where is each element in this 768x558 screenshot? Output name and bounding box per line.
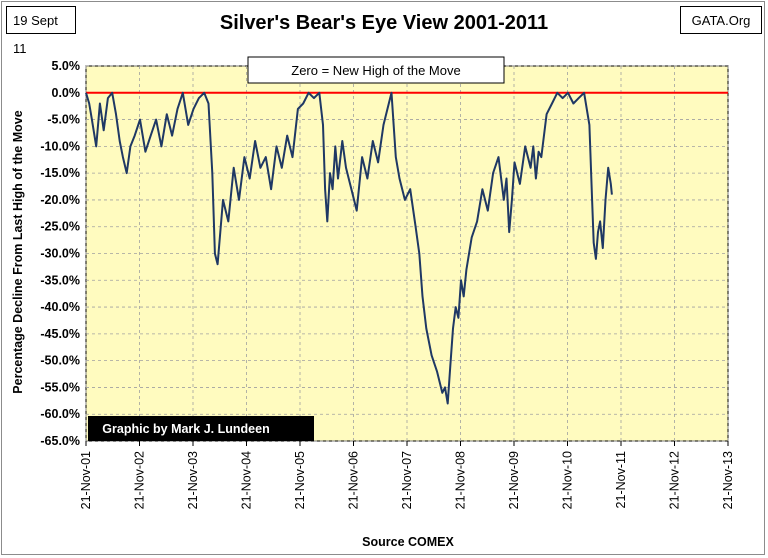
x-tick-label: 21-Nov-01 (79, 451, 93, 509)
zero-annotation: Zero = New High of the Move (247, 56, 505, 84)
chart-title: Silver's Bear's Eye View 2001-2011 (219, 12, 549, 34)
y-tick-label: -65.0% (40, 434, 80, 448)
y-tick-label: -50.0% (40, 354, 80, 368)
y-tick-label: -55.0% (40, 380, 80, 394)
y-tick-label: -35.0% (40, 273, 80, 287)
x-tick-label: 21-Nov-02 (133, 451, 147, 509)
y-tick-label: -30.0% (40, 247, 80, 261)
y-tick-label: -60.0% (40, 407, 80, 421)
x-tick-label: 21-Nov-13 (721, 451, 735, 509)
zero-annotation-text: Zero = New High of the Move (291, 63, 460, 78)
y-tick-label: -25.0% (40, 220, 80, 234)
y-tick-label: 5.0% (52, 59, 81, 73)
y-tick-label: -20.0% (40, 193, 80, 207)
x-tick-label: 21-Nov-09 (507, 451, 521, 509)
y-axis: 5.0% 0.0% -5.0% -10.0% -15.0% -20.0% -25.0% -30… (40, 59, 80, 448)
x-tick-label: 21-Nov-12 (668, 451, 682, 509)
date-box: 19 Sept 11 (6, 6, 76, 56)
y-tick-label: -40.0% (40, 300, 80, 314)
y-tick-label: -15.0% (40, 166, 80, 180)
series-line-silver-decline (85, 91, 613, 405)
y-tick-label: -5.0% (47, 113, 80, 127)
x-tick-label: 21-Nov-06 (347, 451, 361, 509)
x-tick-label: 21-Nov-03 (186, 451, 200, 509)
y-tick-label: -45.0% (40, 327, 80, 341)
x-tick-label: 21-Nov-07 (400, 451, 414, 509)
credit-badge: Graphic by Mark J. Lundeen (88, 416, 314, 441)
x-axis-label: Source COMEX (362, 535, 454, 549)
source-box: GATA.Org (680, 6, 762, 34)
credit-text: Graphic by Mark J. Lundeen (102, 422, 269, 436)
y-tick-label: 0.0% (52, 86, 81, 100)
y-tick-label: -10.0% (40, 139, 80, 153)
x-tick-label: 21-Nov-04 (240, 451, 254, 509)
x-axis: 21-Nov-01 21-Nov-02 21-Nov-03 21-Nov-04 21-N… (79, 441, 735, 509)
x-tick-label: 21-Nov-11 (614, 451, 628, 508)
x-tick-label: 21-Nov-08 (454, 451, 468, 509)
x-tick-label: 21-Nov-05 (293, 451, 307, 509)
x-tick-label: 21-Nov-10 (561, 451, 575, 509)
y-axis-label: Percentage Decline From Last High of the… (11, 110, 25, 393)
